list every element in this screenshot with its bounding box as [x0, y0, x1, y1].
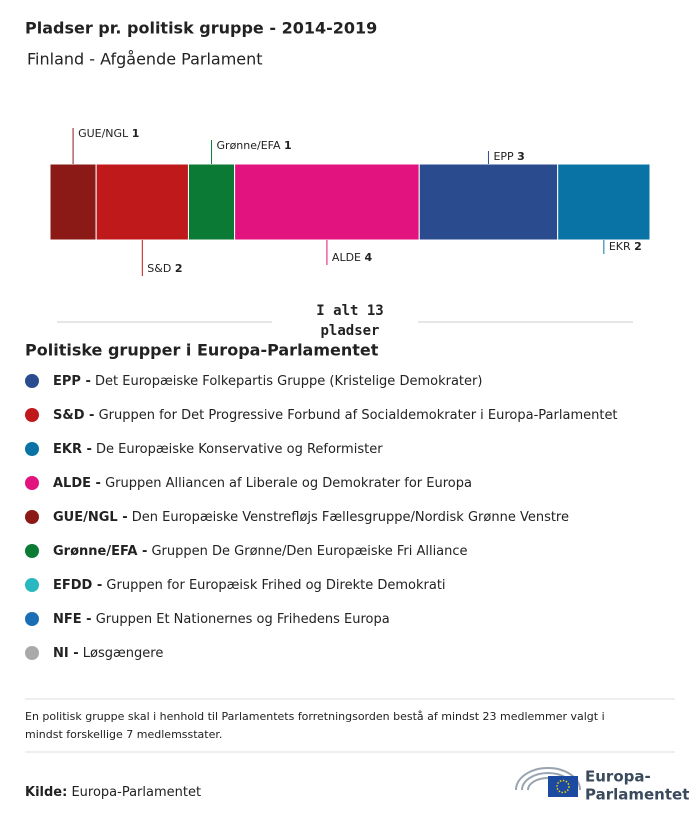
legend-swatch: [25, 544, 39, 558]
legend-abbr: GUE/NGL -: [53, 510, 128, 525]
legend-abbr: ALDE -: [53, 476, 101, 491]
segment-value: 2: [175, 262, 183, 275]
bar-segment: [557, 163, 651, 241]
total-label: pladser: [320, 323, 379, 339]
chart-title: Pladser pr. politisk gruppe - 2014-2019: [25, 19, 377, 38]
legend-abbr: Grønne/EFA -: [53, 544, 147, 559]
segment-name: EKR: [609, 240, 631, 253]
note: En politisk gruppe skal i henhold til Pa…: [25, 710, 605, 741]
segment-value: 2: [634, 240, 642, 253]
legend-swatch: [25, 374, 39, 388]
segment-label: EPP 3: [493, 150, 524, 163]
legend-desc: Gruppen Et Nationernes og Frihedens Euro…: [96, 612, 390, 627]
segment-name: EPP: [493, 150, 514, 163]
legend-swatch: [25, 408, 39, 422]
chart-subtitle: Finland - Afgående Parlament: [27, 50, 263, 69]
segment-value: 1: [284, 139, 292, 152]
legend-entry: EFDD - Gruppen for Europæisk Frihed og D…: [53, 578, 446, 593]
legend-swatch: [25, 612, 39, 626]
legend-swatch: [25, 646, 39, 660]
segment-name: ALDE: [332, 251, 361, 264]
segment-label: S&D 2: [147, 262, 182, 275]
segment-name: S&D: [147, 262, 171, 275]
segment-label: Grønne/EFA 1: [217, 139, 292, 152]
source: Kilde: Europa-Parlamentet: [25, 785, 201, 800]
legend-swatch: [25, 578, 39, 592]
legend-abbr: NFE -: [53, 612, 92, 627]
legend-desc: Gruppen for Europæisk Frihed og Direkte …: [106, 578, 445, 593]
segment-name: GUE/NGL: [78, 127, 129, 140]
legend-entry: GUE/NGL - Den Europæiske Venstrefløjs Fæ…: [53, 510, 569, 525]
legend-entry: NFE - Gruppen Et Nationernes og Friheden…: [53, 612, 390, 627]
bar-segment: [234, 163, 420, 241]
legend-title: Politiske grupper i Europa-Parlamentet: [25, 341, 379, 360]
legend-desc: De Europæiske Konservative og Reformiste…: [96, 442, 383, 457]
legend-entry: ALDE - Gruppen Alliancen af Liberale og …: [53, 476, 472, 491]
bar-segment: [418, 163, 559, 241]
legend-entry: NI - Løsgængere: [53, 646, 163, 661]
legend-desc: Gruppen De Grønne/Den Europæiske Fri All…: [151, 544, 467, 559]
bar-segment: [187, 163, 236, 241]
total-label: I alt 13: [316, 303, 383, 319]
legend-desc: Det Europæiske Folkepartis Gruppe (Krist…: [95, 374, 482, 389]
segment-value: 1: [132, 127, 140, 140]
legend-desc: Gruppen for Det Progressive Forbund af S…: [99, 408, 618, 423]
legend-desc: Den Europæiske Venstrefløjs Fællesgruppe…: [132, 510, 569, 525]
logo-text: Parlamentet: [585, 786, 689, 804]
source-label: Kilde:: [25, 785, 67, 800]
bar-segment: [95, 163, 189, 241]
segment-value: 3: [517, 150, 525, 163]
legend-abbr: EKR -: [53, 442, 92, 457]
segment-name: Grønne/EFA: [217, 139, 281, 152]
legend-abbr: NI -: [53, 646, 79, 661]
bar-segment: [49, 163, 97, 241]
legend-swatch: [25, 510, 39, 524]
legend-swatch: [25, 476, 39, 490]
legend-desc: Gruppen Alliancen af Liberale og Demokra…: [105, 476, 472, 491]
logo: Europa- Parlamentet: [515, 767, 689, 804]
segment-label: ALDE 4: [332, 251, 373, 264]
legend-abbr: EFDD -: [53, 578, 102, 593]
segment-value: 4: [365, 251, 373, 264]
legend-abbr: S&D -: [53, 408, 94, 423]
logo-text: Europa-: [585, 768, 651, 786]
legend-entry: EKR - De Europæiske Konservative og Refo…: [53, 442, 383, 457]
legend-abbr: EPP -: [53, 374, 91, 389]
legend-entry: S&D - Gruppen for Det Progressive Forbun…: [53, 408, 618, 423]
legend-desc: Løsgængere: [83, 646, 164, 661]
legend-swatch: [25, 442, 39, 456]
segment-label: GUE/NGL 1: [78, 127, 139, 140]
legend-entry: EPP - Det Europæiske Folkepartis Gruppe …: [53, 374, 482, 389]
legend-entry: Grønne/EFA - Gruppen De Grønne/Den Europ…: [53, 544, 468, 559]
source-text: Europa-Parlamentet: [71, 785, 201, 800]
segment-label: EKR 2: [609, 240, 642, 253]
